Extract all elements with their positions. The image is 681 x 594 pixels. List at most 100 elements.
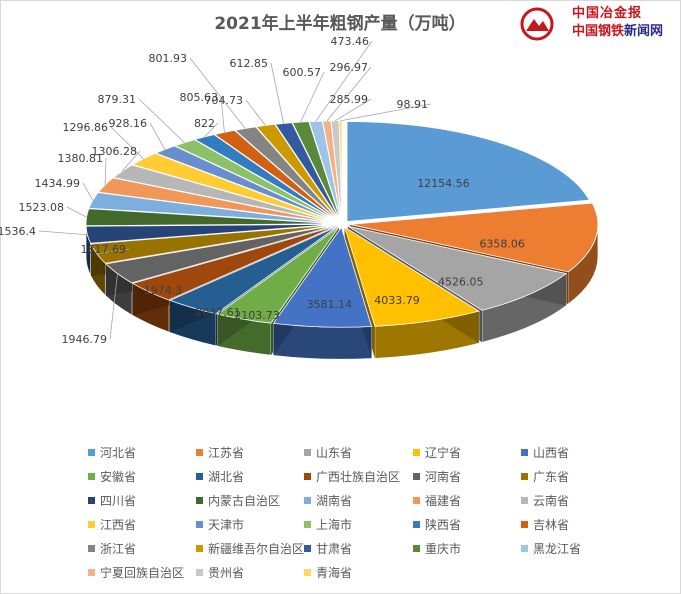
slice-7-top: [168, 226, 338, 315]
legend-label: 吉林省: [533, 518, 570, 532]
legend-item-21: 浙江省: [88, 539, 136, 559]
slice-20-top: [213, 129, 339, 222]
slice-22-data-label: 704.73: [205, 94, 244, 107]
legend-label: 上海市: [316, 518, 353, 532]
slice-21-data-label: 801.93: [149, 52, 188, 65]
legend-swatch: [88, 521, 95, 528]
slice-20-data-label: 805.63: [180, 91, 219, 104]
logo-text-website-a: 中国钢铁: [572, 24, 625, 39]
legend-label: 重庆市: [425, 542, 462, 556]
legend-swatch: [196, 497, 203, 504]
legend-label: 福建省: [425, 494, 462, 508]
legend-item-17: 天津市: [196, 515, 244, 535]
slice-13-data-label: 1434.99: [35, 177, 81, 190]
pie-leader-lines: [38, 40, 432, 340]
slice-1-data-label: 12154.56: [417, 177, 470, 190]
legend-item-27: 贵州省: [196, 563, 244, 583]
legend-item-15: 云南省: [521, 491, 569, 511]
legend-label: 广西壮族自治区: [316, 470, 401, 484]
legend-item-25: 黑龙江省: [521, 539, 581, 559]
legend-item-3: 山东省: [304, 443, 352, 463]
slice-9-data-label: 1946.79: [62, 333, 108, 346]
legend-item-26: 宁夏回族自治区: [88, 563, 184, 583]
slice-23-leader-line: [270, 62, 285, 124]
slice-2-data-label: 6358.06: [479, 238, 525, 251]
legend-label: 甘肃省: [316, 542, 353, 556]
slice-20-leader-line: [220, 96, 225, 133]
legend-item-16: 江西省: [88, 515, 136, 535]
legend-swatch: [521, 497, 528, 504]
legend-label: 河南省: [425, 470, 462, 484]
legend-item-19: 陕西省: [413, 515, 461, 535]
legend-label: 贵州省: [208, 566, 245, 580]
legend-label: 宁夏回族自治区: [100, 566, 185, 580]
slice-28-leader-line: [340, 103, 432, 122]
slice-18-data-label: 879.31: [98, 93, 137, 106]
legend-swatch: [521, 473, 528, 480]
slice-17-top: [154, 145, 337, 223]
slice-16-leader-line: [110, 126, 144, 160]
slice-6-data-label: 2103.73: [234, 309, 280, 322]
legend-label: 陕西省: [425, 518, 462, 532]
legend-swatch: [304, 569, 311, 576]
legend-item-18: 上海市: [304, 515, 352, 535]
slice-13-leader-line: [82, 182, 94, 201]
slice-15-top: [112, 164, 336, 223]
slice-17-leader-line: [149, 122, 166, 150]
logo-text-website-b: 新闻网: [624, 24, 664, 39]
slice-12-data-label: 1523.08: [19, 201, 65, 214]
legend-swatch: [88, 449, 95, 456]
legend-swatch: [88, 497, 95, 504]
slice-6-top: [216, 226, 340, 324]
slice-24-top: [291, 121, 342, 221]
slice-17-data-label: 928.16: [109, 117, 148, 130]
slice-3-top: [347, 225, 568, 311]
slice-25-leader-line: [315, 40, 373, 122]
legend-label: 山东省: [316, 446, 353, 460]
legend-label: 浙江省: [100, 542, 137, 556]
logo-text-newspaper: 中国冶金报: [572, 6, 643, 21]
slice-24-leader-line: [300, 71, 325, 123]
slice-28-data-label: 98.91: [397, 98, 429, 111]
legend-item-8: 广西壮族自治区: [304, 467, 400, 487]
legend-swatch: [413, 521, 420, 528]
legend-swatch: [521, 449, 528, 456]
legend-swatch: [304, 497, 311, 504]
legend-label: 安徽省: [100, 470, 137, 484]
legend-swatch: [413, 545, 420, 552]
legend-item-7: 湖北省: [196, 467, 244, 487]
legend-swatch: [304, 521, 311, 528]
legend-swatch: [196, 521, 203, 528]
slice-25-data-label: 473.46: [331, 35, 370, 48]
legend-swatch: [413, 497, 420, 504]
slice-23-top: [274, 122, 341, 222]
slice-24-data-label: 600.57: [283, 66, 322, 79]
slice-13-top: [88, 192, 335, 224]
slice-1-top: [346, 121, 590, 222]
slice-27-data-label: 285.99: [330, 93, 369, 106]
legend-label: 四川省: [100, 494, 137, 508]
legend-item-9: 河南省: [413, 467, 461, 487]
slice-3-data-label: 4526.05: [438, 276, 484, 289]
logo-emblem-icon: [520, 7, 554, 41]
legend-label: 新疆维吾尔自治区: [208, 542, 305, 556]
legend-item-1: 河北省: [88, 443, 136, 463]
slice-27-leader-line: [334, 98, 372, 122]
legend-swatch: [88, 569, 95, 576]
slice-22-top: [255, 123, 340, 222]
legend-swatch: [304, 449, 311, 456]
slice-26-leader-line: [326, 66, 372, 122]
legend-swatch: [413, 449, 420, 456]
legend-swatch: [196, 449, 203, 456]
legend-swatch: [413, 473, 420, 480]
legend-label: 云南省: [533, 494, 570, 508]
legend-label: 江苏省: [208, 446, 245, 460]
legend-label: 天津市: [208, 518, 245, 532]
chart-title: 2021年上半年粗钢产量（万吨）: [214, 13, 465, 34]
slice-21-leader-line: [189, 57, 246, 129]
slice-14-data-label: 1380.81: [58, 152, 104, 165]
pie-data-labels: 12154.56 6358.06 4526.05 4033.79 3581.14 2103…: [0, 35, 525, 346]
slice-22-leader-line: [245, 99, 266, 126]
slice-15-leader-line: [121, 150, 141, 172]
